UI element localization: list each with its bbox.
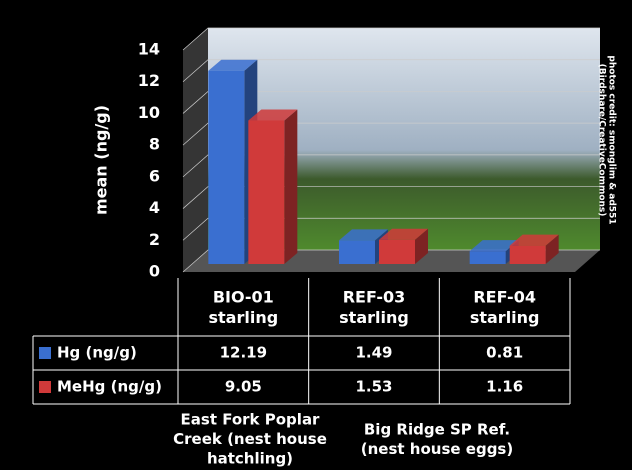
y-tick-label: 2: [149, 230, 160, 249]
table-value: 1.53: [355, 378, 392, 396]
text-line: starling: [339, 308, 409, 327]
bar-top: [509, 234, 559, 246]
category-label: REF-04 starling: [470, 287, 540, 327]
text-line: BIO-01: [213, 287, 274, 306]
table-value: 9.05: [225, 378, 262, 396]
grid-line: [182, 186, 600, 209]
data-table: BIO-01 starling REF-03 starling REF-04 starli…: [32, 278, 571, 405]
text-line: starling: [208, 308, 278, 327]
legend-label: Hg (ng/g): [57, 344, 137, 362]
bar-top: [469, 240, 519, 252]
grid-line: [182, 249, 600, 273]
annotation: East Fork Poplar Creek (nest house hatchli…: [173, 410, 327, 467]
y-tick-label: 0: [149, 262, 160, 281]
bar: [509, 245, 546, 264]
category-label: BIO-01 starling: [208, 287, 278, 327]
annotation: Big Ridge SP Ref. (nest house eggs): [361, 420, 513, 458]
text-line: REF-03: [343, 287, 406, 306]
bar-top: [339, 229, 388, 241]
grid-line: [182, 27, 600, 51]
text-line: Creek (nest house: [173, 430, 327, 448]
credit: (Birdshare/CreativeCommons): [597, 64, 607, 217]
table-value: 12.19: [220, 344, 267, 362]
y-axis-label: mean (ng/g): [92, 105, 111, 215]
credit: photos credit: smonglim & ad551: [607, 55, 617, 224]
grid-line: [182, 91, 600, 114]
text-line: REF-04: [473, 287, 536, 306]
table-value: 1.16: [486, 378, 523, 396]
bar-side: [415, 228, 428, 264]
legend-label: MeHg (ng/g): [57, 378, 162, 396]
grid-line: [182, 59, 600, 82]
y-tick-label: 12: [138, 71, 160, 90]
side-wall: [183, 28, 208, 272]
grid-line: [182, 154, 600, 178]
grid-line: [182, 122, 600, 146]
bar-side: [284, 109, 298, 264]
y-tick-label: 8: [149, 135, 160, 154]
y-tick-label: 14: [138, 40, 160, 59]
grid-line: [182, 217, 600, 241]
text-line: starling: [470, 308, 540, 327]
y-tick-label: 4: [149, 198, 160, 217]
category-label: REF-03 starling: [339, 287, 409, 327]
back-wall: [208, 28, 600, 250]
grid: [182, 27, 600, 273]
text-line: Big Ridge SP Ref.: [364, 420, 510, 438]
y-tick-label: 6: [149, 166, 160, 185]
bar: [208, 70, 245, 264]
table-value: 0.81: [486, 344, 523, 362]
bar: [379, 239, 415, 264]
bar: [469, 251, 506, 264]
y-tick-label: 10: [138, 103, 160, 122]
bar-top: [248, 109, 298, 121]
text-line: (nest house eggs): [361, 439, 513, 457]
legend-swatch: [39, 381, 51, 393]
table-value: 1.49: [355, 344, 392, 362]
bar-top: [208, 59, 258, 71]
bar-side: [545, 234, 559, 264]
bar: [339, 240, 375, 264]
text-line: East Fork Poplar: [181, 410, 321, 428]
bars: [208, 59, 559, 264]
bar: [248, 120, 285, 264]
legend-swatch: [39, 347, 51, 359]
bar-top: [379, 228, 428, 240]
text-line: hatchling): [207, 449, 293, 467]
